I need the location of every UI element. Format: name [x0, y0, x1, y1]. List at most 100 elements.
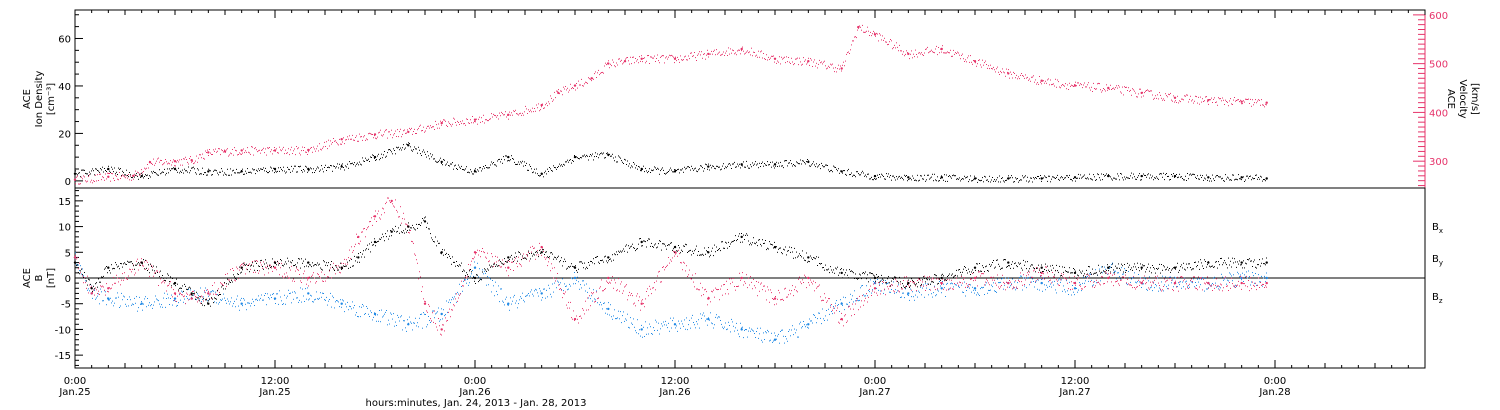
density-sample	[1100, 179, 1101, 181]
density-sample	[625, 159, 626, 161]
bz-sample	[736, 286, 737, 287]
density-sample	[82, 169, 83, 171]
density-sample	[274, 172, 275, 174]
density-sample	[839, 172, 840, 174]
by-sample	[965, 295, 966, 297]
density-sample	[959, 177, 960, 179]
bz-point	[440, 328, 443, 331]
density-sample	[98, 170, 99, 172]
velocity-sample	[374, 135, 375, 137]
density-sample	[1112, 179, 1113, 181]
density-sample	[533, 171, 534, 173]
by-sample	[1057, 283, 1058, 285]
density-sample	[212, 174, 213, 176]
velocity-sample	[782, 58, 783, 60]
bz-sample	[423, 298, 424, 300]
bz-sample	[883, 282, 884, 283]
by-sample	[559, 284, 560, 286]
bz-sample	[601, 279, 602, 281]
by-sample	[225, 300, 226, 301]
by-sample	[219, 301, 220, 303]
by-sample	[432, 310, 433, 312]
velocity-sample	[130, 175, 131, 177]
density-sample	[500, 161, 501, 163]
by-sample	[1137, 281, 1138, 283]
density-sample	[796, 161, 797, 163]
density-sample	[1011, 175, 1012, 177]
bz-sample	[407, 224, 408, 226]
velocity-sample	[1051, 84, 1052, 86]
velocity-sample	[416, 133, 417, 134]
by-sample	[967, 287, 968, 288]
velocity-sample	[519, 113, 520, 115]
velocity-sample	[106, 178, 107, 180]
velocity-sample	[1154, 97, 1155, 99]
bz-sample	[101, 286, 102, 288]
density-sample	[844, 170, 845, 172]
velocity-sample	[875, 35, 876, 37]
velocity-sample	[1169, 94, 1170, 96]
density-sample	[1251, 179, 1252, 181]
density-sample	[602, 153, 603, 155]
by-sample	[1144, 277, 1145, 279]
density-sample	[740, 167, 741, 169]
velocity-sample	[917, 56, 918, 58]
bz-sample	[333, 262, 334, 264]
by-sample	[776, 338, 777, 340]
bz-sample	[778, 289, 779, 291]
by-sample	[660, 328, 661, 330]
by-sample	[216, 302, 217, 304]
velocity-sample	[1092, 91, 1093, 92]
bz-sample	[275, 267, 276, 269]
by-sample	[175, 300, 176, 302]
bz-sample	[698, 289, 699, 291]
density-sample	[770, 161, 771, 163]
by-sample	[129, 296, 130, 298]
bz-sample	[118, 281, 119, 283]
by-sample	[1155, 284, 1156, 285]
velocity-sample	[550, 95, 551, 97]
density-sample	[1020, 179, 1021, 181]
bz-point	[373, 215, 377, 218]
velocity-sample	[444, 119, 445, 121]
density-sample	[1130, 175, 1131, 177]
density-tick-label: 40	[58, 82, 71, 93]
by-sample	[531, 289, 532, 291]
density-sample	[504, 159, 505, 161]
density-sample	[528, 169, 529, 171]
density-sample	[860, 174, 861, 176]
velocity-sample	[614, 65, 615, 67]
density-sample	[1040, 175, 1041, 176]
density-sample	[1080, 174, 1081, 176]
bz-sample	[1141, 277, 1142, 279]
by-sample	[992, 286, 993, 288]
bz-sample	[544, 256, 545, 258]
bz-sample	[861, 300, 862, 302]
density-sample	[240, 171, 241, 173]
by-sample	[1122, 273, 1123, 275]
by-sample	[321, 296, 322, 298]
density-sample	[972, 180, 973, 182]
by-sample	[629, 327, 630, 329]
velocity-sample	[413, 131, 414, 132]
by-sample	[1251, 281, 1252, 283]
by-sample	[1116, 278, 1117, 280]
velocity-sample	[487, 120, 488, 122]
by-sample	[736, 322, 737, 324]
by-sample	[1247, 277, 1248, 279]
density-sample	[119, 168, 120, 170]
b-tick-label: 5	[65, 248, 71, 259]
density-sample	[857, 171, 858, 173]
density-sample	[1165, 174, 1166, 176]
by-sample	[151, 304, 152, 306]
bz-sample	[269, 265, 270, 267]
by-sample	[111, 302, 112, 304]
velocity-sample	[610, 63, 611, 65]
by-sample	[480, 278, 481, 280]
bz-sample	[702, 287, 703, 289]
density-sample	[897, 178, 898, 180]
bz-sample	[303, 273, 304, 275]
velocity-point	[307, 148, 310, 152]
bz-sample	[367, 227, 368, 229]
velocity-sample	[1081, 84, 1082, 86]
